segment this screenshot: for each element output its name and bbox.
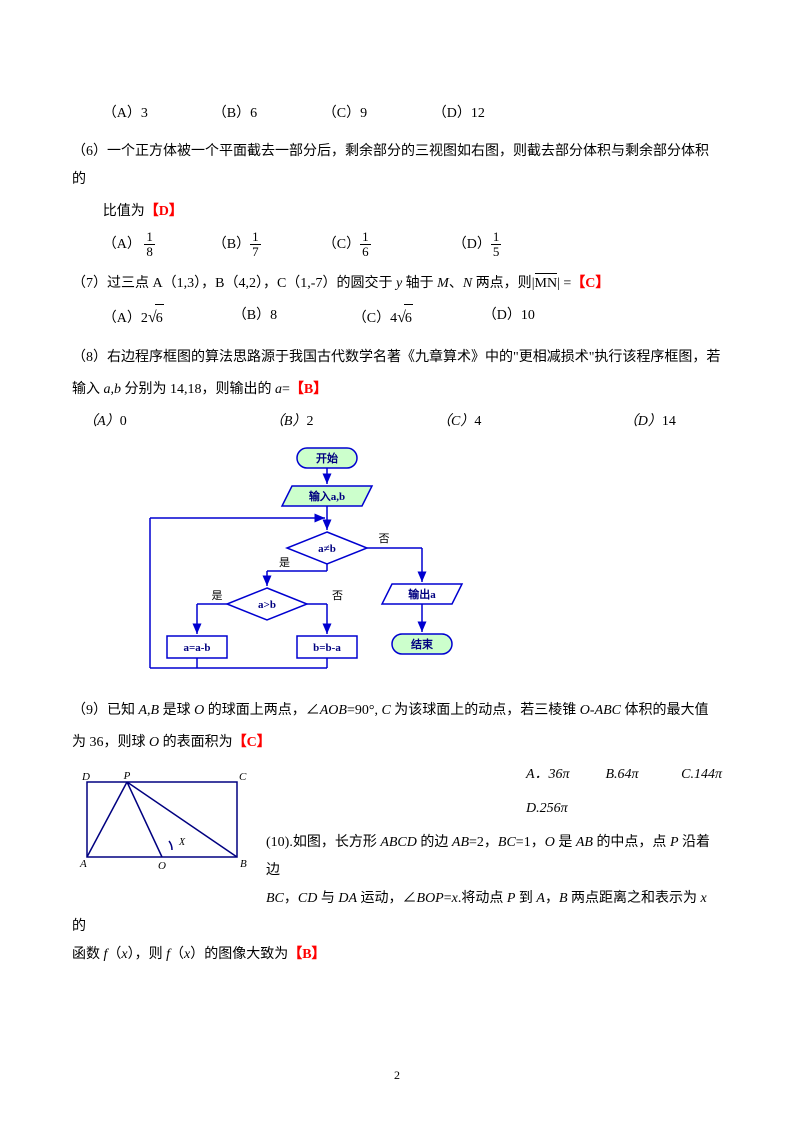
q9-text-line1: （9）已知 A,B 是球 O 的球面上两点，∠AOB=90°, C 为该球面上的… bbox=[72, 697, 722, 725]
q10-figure: D P C A O B X bbox=[72, 767, 252, 888]
q5-opt-c: （C）9 bbox=[323, 100, 433, 128]
q9-opt-b: B.64π bbox=[605, 761, 681, 789]
svg-text:a≠b: a≠b bbox=[318, 543, 336, 555]
flowchart-svg: 开始 输入a,b a≠b 否 是 a>b bbox=[132, 446, 482, 676]
q8-opt-b: （B）2 bbox=[270, 408, 437, 436]
q7-opt-c: （C）46 bbox=[353, 302, 483, 334]
q5-opt-b: （B）6 bbox=[213, 100, 323, 128]
q8-opt-d: （D）14 bbox=[624, 408, 722, 436]
q7-opt-d: （D）10 bbox=[483, 302, 593, 334]
q6-answer: 【D】 bbox=[145, 204, 183, 219]
q9-options-row1: A．36π B.64π C.144π bbox=[266, 761, 722, 789]
page-content: （A）3 （B）6 （C）9 （D）12 （6）一个正方体被一个平面截去一部分后… bbox=[0, 0, 794, 1009]
q9-answer: 【C】 bbox=[233, 735, 271, 750]
svg-text:A: A bbox=[79, 858, 87, 870]
svg-text:否: 否 bbox=[379, 533, 390, 545]
svg-text:输出a: 输出a bbox=[408, 587, 436, 601]
q10-answer: 【B】 bbox=[288, 947, 325, 962]
svg-text:开始: 开始 bbox=[316, 451, 338, 465]
svg-text:否: 否 bbox=[332, 590, 343, 602]
q8-answer: 【B】 bbox=[290, 382, 327, 397]
q7-opt-a: （A）26 bbox=[103, 302, 233, 334]
svg-text:D: D bbox=[81, 771, 90, 783]
svg-text:输入a,b: 输入a,b bbox=[309, 489, 345, 503]
q6-options-row: （A） 18 （B）17 （C）16 （D）15 bbox=[72, 230, 722, 260]
q8-text-line1: （8）右边程序框图的算法思路源于我国古代数学名著《九章算术》中的"更相减损术"执… bbox=[72, 344, 722, 372]
q10-text-line2: BC，CD 与 DA 运动，∠BOP=x.将动点 P 到 A，B 两点距离之和表… bbox=[72, 885, 722, 941]
q9-options-row2: D.256π bbox=[266, 795, 722, 823]
svg-text:a=a-b: a=a-b bbox=[183, 642, 210, 654]
q7-opt-b: （B）8 bbox=[233, 302, 353, 334]
q8-options-row: （A）0 （B）2 （C）4 （D）14 bbox=[72, 408, 722, 436]
svg-text:是: 是 bbox=[212, 589, 223, 602]
svg-text:B: B bbox=[240, 858, 247, 870]
svg-text:C: C bbox=[239, 771, 247, 783]
svg-text:结束: 结束 bbox=[410, 637, 434, 651]
q8-opt-c: （C）4 bbox=[437, 408, 624, 436]
rectangle-figure-svg: D P C A O B X bbox=[72, 767, 252, 877]
q8-text-line2: 输入 a,b 分别为 14,18，则输出的 a=【B】 bbox=[72, 376, 722, 404]
q6-opt-c: （C）16 bbox=[323, 230, 453, 260]
q7-options-row: （A）26 （B）8 （C）46 （D）10 bbox=[72, 302, 722, 334]
q9-text-line2: 为 36，则球 O 的表面积为【C】 bbox=[72, 729, 722, 757]
q6-opt-b: （B）17 bbox=[213, 230, 323, 260]
q7-answer: 【C】 bbox=[571, 276, 609, 291]
svg-text:O: O bbox=[158, 860, 166, 872]
svg-text:是: 是 bbox=[279, 556, 290, 569]
page-number: 2 bbox=[0, 1068, 794, 1083]
q8-opt-a: （A）0 bbox=[83, 408, 270, 436]
q5-options-row: （A）3 （B）6 （C）9 （D）12 bbox=[72, 100, 722, 128]
q9-opt-d: D.256π bbox=[526, 795, 568, 823]
q7-text: （7）过三点 A（1,3），B（4,2），C（1,-7）的圆交于 y 轴于 M、… bbox=[72, 270, 722, 298]
q9-opt-c: C.144π bbox=[681, 761, 722, 789]
svg-text:b=b-a: b=b-a bbox=[313, 642, 341, 654]
q5-opt-d: （D）12 bbox=[433, 100, 543, 128]
q6-text-line2: 比值为【D】 bbox=[72, 198, 722, 226]
svg-text:P: P bbox=[123, 770, 131, 782]
q9-opt-a: A．36π bbox=[526, 761, 605, 789]
svg-text:a>b: a>b bbox=[258, 599, 276, 611]
q8-flowchart: 开始 输入a,b a≠b 否 是 a>b bbox=[132, 446, 722, 687]
q5-opt-a: （A）3 bbox=[103, 100, 213, 128]
q6-opt-a: （A） 18 bbox=[103, 230, 213, 260]
q6-text-line1: （6）一个正方体被一个平面截去一部分后，剩余部分的三视图如右图，则截去部分体积与… bbox=[72, 138, 722, 194]
q10-text-line3: 函数 f（x），则 f（x）的图像大致为【B】 bbox=[72, 941, 722, 969]
svg-text:X: X bbox=[178, 837, 186, 848]
q6-opt-d: （D）15 bbox=[453, 230, 563, 260]
